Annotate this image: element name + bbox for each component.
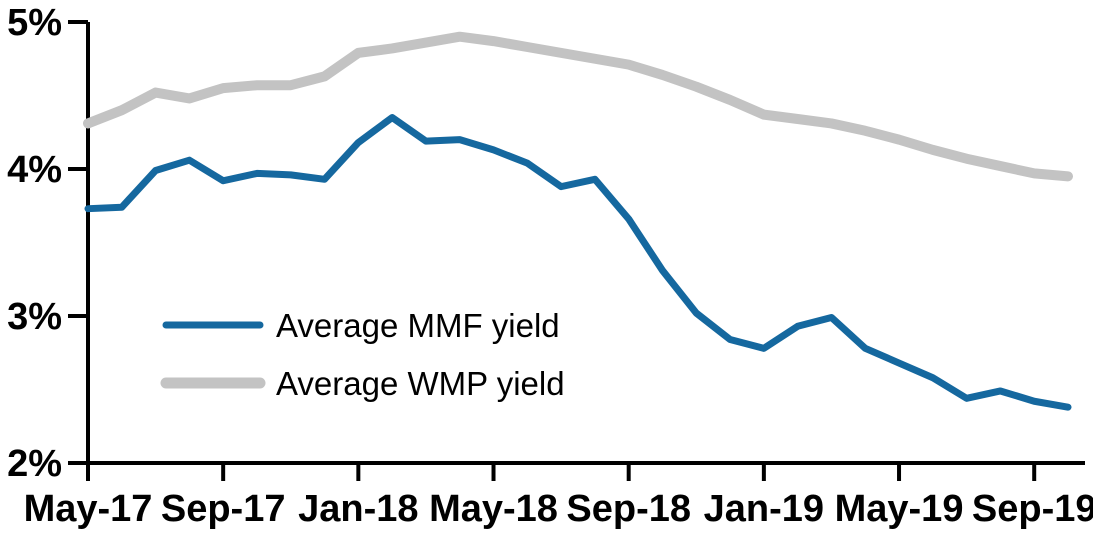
x-tick-label: Jan-19 — [704, 488, 824, 530]
y-tick-label: 4% — [7, 149, 62, 191]
y-tick-label: 3% — [7, 296, 62, 338]
x-tick-label: Sep-19 — [972, 488, 1093, 530]
x-tick-label: May-18 — [429, 488, 558, 530]
series-line-mmf — [84, 114, 1072, 411]
series-group — [83, 31, 1073, 411]
y-tick-label-group: 2% 3% 4% 5% — [7, 2, 62, 485]
legend-label-wmp: Average WMP yield — [276, 365, 565, 402]
series-line-wmp — [83, 31, 1073, 182]
legend-label-mmf: Average MMF yield — [276, 307, 560, 344]
x-tick-label-group: May-17 Sep-17 Jan-18 May-18 Sep-18 Jan-19 May-… — [24, 488, 1093, 530]
y-tick-label: 5% — [7, 2, 62, 44]
y-tick-label: 2% — [7, 443, 62, 485]
y-tick-group — [68, 20, 88, 465]
x-tick-label: May-19 — [835, 488, 964, 530]
x-tick-label: Sep-18 — [566, 488, 691, 530]
chart-legend: Average MMF yield Average WMP yield — [160, 307, 565, 402]
x-tick-label: May-17 — [24, 488, 153, 530]
x-tick-label: Jan-18 — [298, 488, 418, 530]
x-tick-group — [86, 463, 1037, 481]
x-tick-label: Sep-17 — [161, 488, 286, 530]
